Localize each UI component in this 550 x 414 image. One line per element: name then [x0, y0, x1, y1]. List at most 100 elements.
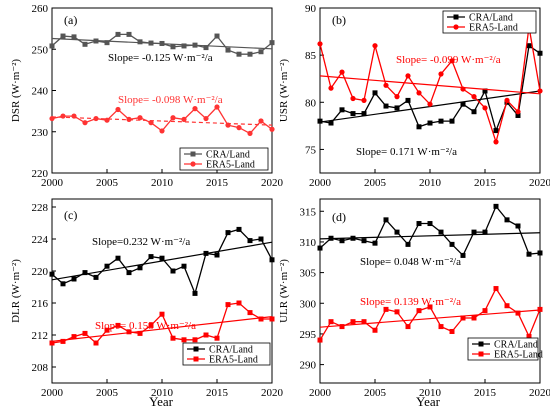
data-point [93, 340, 99, 346]
data-point [148, 120, 154, 126]
data-point [515, 112, 521, 118]
x-axis-title-right: Year [416, 394, 441, 409]
data-point [493, 139, 499, 145]
data-point [115, 322, 121, 328]
data-point [526, 251, 532, 257]
slope-annotation: Slope= -0.099 W·m⁻²/a [396, 54, 501, 66]
y-axis-title: DSR (W·m⁻²) [10, 59, 22, 123]
y-tick-label: 230 [32, 127, 49, 139]
trend-line-2 [51, 116, 273, 126]
data-point [236, 51, 242, 57]
data-point [526, 43, 532, 49]
data-point [126, 31, 132, 37]
data-point [49, 271, 55, 277]
data-point [438, 229, 444, 235]
data-point [372, 90, 378, 96]
slope-annotation: Slope= -0.125 W·m⁻²/a [108, 52, 213, 64]
data-point [159, 255, 165, 261]
data-point [471, 229, 477, 235]
data-point [416, 90, 422, 96]
data-point [394, 94, 400, 100]
data-point [339, 69, 345, 75]
data-point [137, 39, 143, 45]
data-point [361, 238, 367, 244]
data-point [317, 41, 323, 47]
x-tick-label: 2010 [419, 177, 442, 189]
data-point [328, 120, 334, 126]
data-point [493, 203, 499, 209]
data-point [537, 250, 543, 256]
data-point [350, 319, 356, 325]
chart-panel-1: 2000 2005 2010 2015 2020 220 230 240 250 260 DSR (… [10, 3, 284, 189]
data-point [361, 319, 367, 325]
data-point [181, 116, 187, 122]
y-tick-label: 220 [32, 168, 49, 180]
data-point [383, 103, 389, 109]
y-tick-label: 208 [32, 362, 49, 374]
data-point [317, 118, 323, 124]
legend-entry: ERA5-Land [206, 160, 255, 171]
data-point [104, 327, 110, 333]
data-point [71, 34, 77, 40]
data-point [372, 43, 378, 49]
x-tick-label: 2020 [529, 177, 550, 189]
legend-entry: CRA/Land [209, 345, 253, 356]
data-point [126, 270, 132, 276]
data-point [471, 109, 477, 115]
y-tick-label: 305 [300, 268, 317, 280]
data-point [60, 33, 66, 39]
data-point [247, 238, 253, 244]
panel-label: (a) [64, 13, 77, 27]
data-point [115, 106, 121, 113]
legend-entry: ERA5-Land [209, 355, 258, 366]
y-axis-title: USR (W·m⁻²) [278, 59, 290, 123]
y-tick-label: 224 [32, 234, 49, 246]
legend-swatch-marker [478, 341, 484, 347]
data-point [537, 50, 543, 56]
data-point [203, 45, 209, 51]
data-point [471, 315, 477, 321]
legend-swatch-marker [453, 14, 459, 20]
data-point [515, 223, 521, 229]
data-point [269, 40, 275, 46]
x-tick-label: 2015 [474, 387, 497, 399]
y-tick-label: 90 [305, 3, 317, 15]
y-tick-label: 220 [32, 266, 49, 278]
legend-swatch-marker [190, 161, 196, 167]
data-point [361, 97, 367, 103]
y-tick-label: 75 [305, 144, 317, 156]
y-tick-label: 228 [32, 202, 49, 214]
data-point [115, 31, 121, 37]
data-point [170, 44, 176, 50]
x-tick-label: 2010 [151, 387, 174, 399]
data-point [225, 230, 231, 236]
panel-label: (b) [332, 13, 346, 27]
data-point [427, 120, 433, 126]
panel-label: (d) [332, 210, 346, 224]
data-point [82, 120, 88, 126]
data-point [82, 270, 88, 276]
data-point [394, 309, 400, 315]
data-point [515, 109, 521, 115]
data-point [405, 241, 411, 247]
y-axis-title: ULR (W·m⁻²) [278, 259, 290, 323]
data-point [493, 286, 499, 292]
data-point [115, 255, 121, 261]
trend-line-1 [51, 241, 273, 281]
data-point [236, 226, 242, 232]
data-point [148, 254, 154, 260]
data-point [372, 240, 378, 246]
data-point [137, 115, 143, 121]
data-point [317, 337, 323, 343]
trend-line-1 [319, 232, 541, 240]
y-tick-label: 260 [32, 3, 49, 15]
data-point [328, 85, 334, 91]
data-point [427, 221, 433, 227]
data-point [170, 268, 176, 274]
data-point [159, 311, 165, 317]
data-point [361, 111, 367, 117]
data-point [449, 118, 455, 124]
data-point [192, 290, 198, 296]
slope-annotation: Slope= 0.048 W·m⁻²/a [360, 256, 461, 268]
